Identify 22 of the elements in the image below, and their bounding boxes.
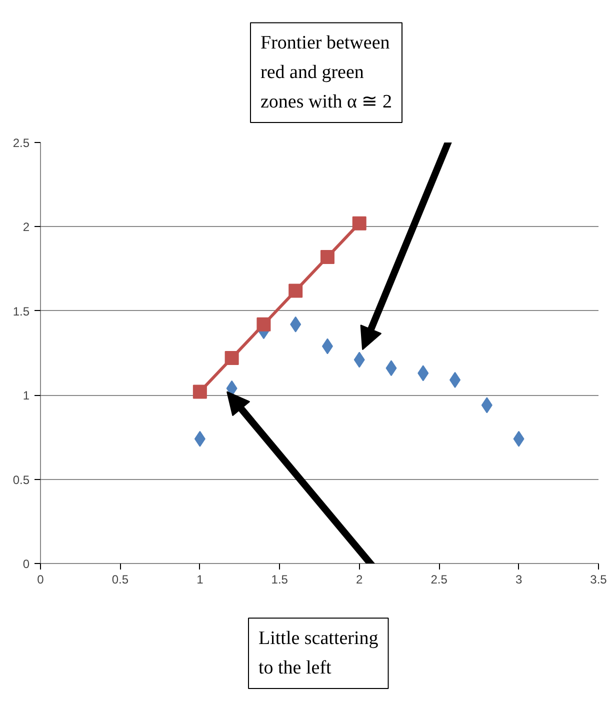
x-tick-label: 0.5 xyxy=(112,572,129,586)
y-tick-label: 1 xyxy=(22,388,30,403)
x-tick-label: 3 xyxy=(515,572,522,586)
y-tick-label: 0 xyxy=(22,557,30,571)
point xyxy=(320,250,334,264)
point xyxy=(192,384,207,399)
x-tick-label: 1 xyxy=(196,572,204,586)
x-tick-label: 2.5 xyxy=(430,572,448,586)
point xyxy=(224,351,239,366)
x-tick-label: 2 xyxy=(356,572,364,586)
x-tick-label: 0 xyxy=(37,572,44,586)
text: Frontier between red and green zones with α ≅ 2 xyxy=(260,32,392,112)
text: Little scattering to the left xyxy=(258,628,379,678)
y-tick-label: 0.5 xyxy=(12,472,30,487)
y-tick-label: 2.5 xyxy=(12,136,30,150)
x-tick-label: 3.5 xyxy=(590,572,608,586)
point xyxy=(288,284,303,298)
y-tick-label: 2 xyxy=(22,220,30,234)
y-tick-label: 1.5 xyxy=(12,304,30,318)
x-tick-label: 1.5 xyxy=(271,572,288,586)
point xyxy=(256,317,271,332)
point xyxy=(352,216,366,230)
